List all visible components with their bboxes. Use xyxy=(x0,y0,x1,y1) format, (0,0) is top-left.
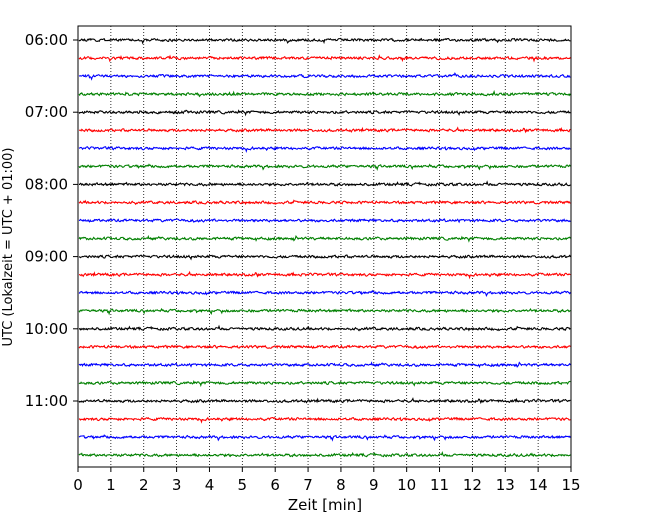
plot-frame xyxy=(77,25,572,468)
y-axis-label: UTC (Lokalzeit = UTC + 01:00) xyxy=(1,148,16,347)
seismic-trace xyxy=(78,380,571,388)
seismic-trace xyxy=(78,218,571,224)
y-tick-label: 10:00 xyxy=(25,320,68,338)
seismic-trace xyxy=(78,89,571,98)
x-tick-label: 5 xyxy=(238,476,248,494)
x-tick-label: 9 xyxy=(369,476,379,494)
y-tick-label: 06:00 xyxy=(25,31,68,49)
x-tick-label: 8 xyxy=(336,476,346,494)
seismic-trace xyxy=(78,109,571,117)
x-tick-label: 4 xyxy=(205,476,215,494)
x-tick-label: 13 xyxy=(496,476,515,494)
seismic-trace xyxy=(78,307,571,316)
x-tick-label: 14 xyxy=(529,476,548,494)
x-tick-label: 1 xyxy=(106,476,116,494)
seismic-trace xyxy=(78,289,571,297)
x-tick-label: 15 xyxy=(561,476,580,494)
trace-lines xyxy=(78,37,571,458)
seismic-trace xyxy=(78,344,571,350)
seismic-trace xyxy=(78,254,571,261)
seismic-trace xyxy=(78,180,571,187)
seismic-trace xyxy=(78,324,571,332)
x-tick-label: 2 xyxy=(139,476,149,494)
seismic-trace xyxy=(78,416,571,424)
seismic-trace xyxy=(78,72,571,81)
x-axis-label: Zeit [min] xyxy=(288,496,362,514)
x-tick-label: 10 xyxy=(397,476,416,494)
seismic-trace xyxy=(78,199,571,206)
y-axis: 06:00 07:00 08:00 09:00 10:00 11:00 xyxy=(25,31,78,410)
seismic-trace xyxy=(78,234,571,243)
y-tick-label: 11:00 xyxy=(25,392,68,410)
seismic-trace xyxy=(78,163,571,172)
x-axis: 0 1 2 3 4 5 6 7 8 9 10 11 12 13 14 15 xyxy=(73,467,581,494)
y-tick-label: 09:00 xyxy=(25,248,68,266)
seismic-trace xyxy=(78,146,571,154)
x-tick-label: 11 xyxy=(430,476,449,494)
seismic-trace xyxy=(78,434,571,442)
y-tick-label: 08:00 xyxy=(25,175,68,193)
seismic-trace xyxy=(78,37,571,45)
x-tick-label: 0 xyxy=(73,476,83,494)
x-tick-label: 3 xyxy=(172,476,182,494)
seismic-trace xyxy=(78,450,571,458)
seismic-trace xyxy=(78,397,571,405)
y-tick-label: 07:00 xyxy=(25,103,68,121)
seismic-trace xyxy=(78,54,571,63)
seismic-trace xyxy=(78,361,571,369)
seismic-trace xyxy=(78,126,571,134)
x-tick-label: 12 xyxy=(463,476,482,494)
seismic-trace xyxy=(78,270,571,280)
plot-background xyxy=(78,26,571,467)
x-tick-label: 6 xyxy=(270,476,280,494)
x-tick-label: 7 xyxy=(303,476,313,494)
